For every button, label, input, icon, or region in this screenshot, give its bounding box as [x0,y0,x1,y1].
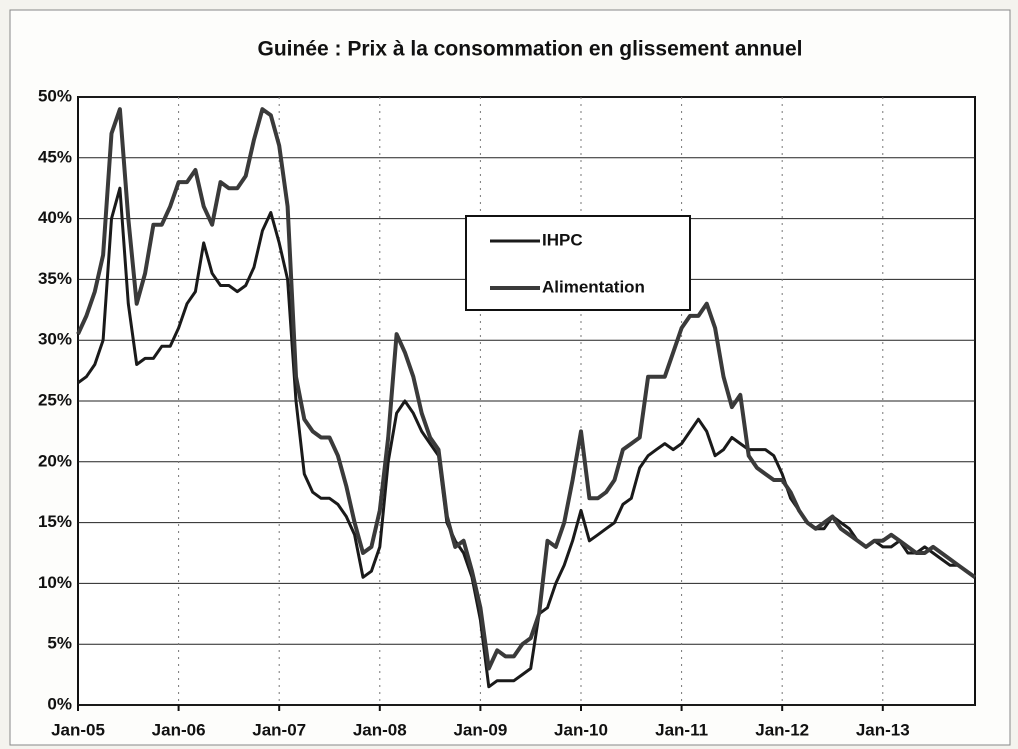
line-series [76,107,977,671]
x-tick-label: Jan-07 [252,720,306,739]
x-tick-label: Jan-11 [655,720,708,739]
x-tick-label: Jan-06 [152,720,206,739]
y-tick-label: 15% [38,512,72,531]
y-tick-label: 35% [38,269,72,288]
x-tick-label: Jan-08 [353,720,407,739]
legend-box [465,215,691,311]
chart-title: Guinée : Prix à la consommation en gliss… [258,38,803,61]
x-tick-label: Jan-05 [51,720,105,739]
legend-label: IHPC [542,230,583,249]
x-tick-label: Jan-13 [856,720,910,739]
x-tick-label: Jan-12 [755,720,809,739]
y-tick-label: 5% [47,634,72,653]
y-tick-label: 20% [38,451,72,470]
legend-label: Alimentation [542,277,645,296]
y-tick-label: 50% [38,86,72,105]
x-tick-label: Jan-10 [554,720,608,739]
y-tick-label: 30% [38,330,72,349]
y-tick-label: 0% [47,694,72,713]
line-series [77,186,976,689]
x-tick-label: Jan-09 [453,720,507,739]
y-tick-label: 45% [38,147,72,166]
y-tick-label: 25% [38,390,72,409]
y-tick-label: 40% [38,208,72,227]
y-tick-label: 10% [38,573,72,592]
